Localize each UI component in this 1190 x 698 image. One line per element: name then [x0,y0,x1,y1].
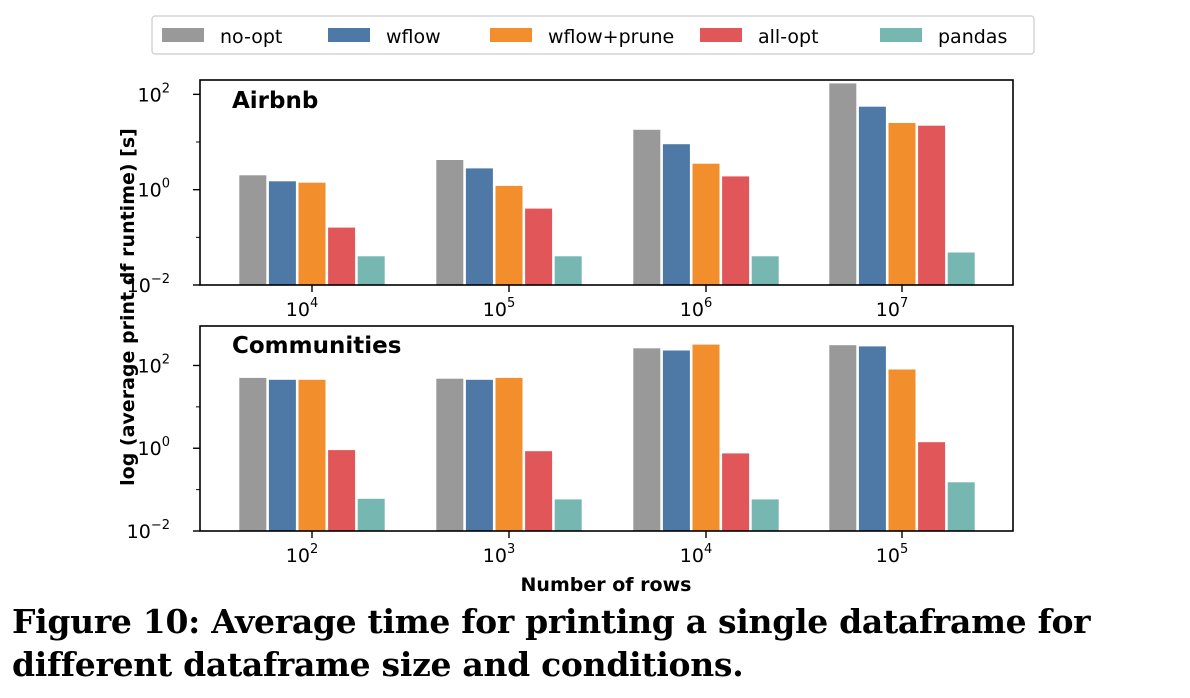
bar-all-opt-10^6 [722,176,750,285]
y-tick-label--2: 10−2 [127,272,170,297]
bar-wflow+prune-10^3 [495,377,523,531]
panel-title: Airbnb [232,88,318,114]
figure: no-opt wflow wflow+prune all-opt pandas Airb… [117,15,1035,596]
bar-all-opt-10^5 [525,208,553,285]
legend: no-opt wflow wflow+prune all-opt pandas [151,15,1035,55]
bar-wflow-10^7 [858,106,886,285]
legend-swatch-pandas [880,28,922,42]
bar-wflow-10^4 [268,181,296,285]
x-tick-label-10^7: 107 [876,296,908,321]
bar-wflow-10^2 [268,379,296,531]
figure-caption: Figure 10: Average time for printing a s… [12,602,1091,684]
bar-pandas-10^4 [751,499,779,531]
y-tick-label-0: 100 [138,177,170,202]
y-axis-label: log (average print df runtime) [s] [117,128,139,486]
y-tick-label--2: 10−2 [127,518,170,543]
plot-frame [199,79,1014,286]
bar-pandas-10^6 [751,256,779,285]
x-tick-label-10^5: 105 [483,296,515,321]
bar-wflow+prune-10^4 [298,182,326,285]
y-tick-label-2: 102 [138,81,170,106]
x-tick-label-10^5: 105 [876,542,908,567]
bar-wflow+prune-10^4 [692,344,720,531]
bar-no-opt-10^4 [239,175,267,285]
bar-no-opt-10^4 [633,348,661,531]
legend-swatch-wflow [328,28,370,42]
bar-pandas-10^2 [357,498,385,531]
bar-no-opt-10^5 [436,160,464,285]
bar-all-opt-10^7 [918,125,946,285]
bar-wflow+prune-10^5 [495,185,523,285]
bar-pandas-10^5 [947,482,975,531]
bar-all-opt-10^4 [328,227,356,285]
bar-all-opt-10^4 [722,453,750,531]
bar-pandas-10^5 [554,256,582,285]
bar-wflow+prune-10^6 [692,163,720,285]
bar-no-opt-10^3 [436,378,464,531]
x-tick-label-10^6: 106 [680,296,712,321]
bar-wflow-10^6 [662,144,690,285]
bar-all-opt-10^5 [918,442,946,531]
panel-communities: Communities 10−2 100 102 102 103 104 105 [127,325,1014,567]
legend-label-wflow: wflow [386,26,441,48]
bar-no-opt-10^6 [633,129,661,285]
legend-label-all-opt: all-opt [758,26,819,48]
bar-no-opt-10^2 [239,377,267,531]
legend-swatch-no-opt [162,28,204,42]
x-tick-label-10^4: 104 [680,542,712,567]
legend-frame [151,15,1035,55]
bar-wflow+prune-10^2 [298,379,326,531]
y-tick-label-2: 102 [138,352,170,377]
bar-pandas-10^4 [357,256,385,285]
bar-wflow-10^3 [465,379,493,531]
x-axis-label: Number of rows [521,574,692,596]
legend-label-pandas: pandas [938,26,1007,48]
legend-label-no-opt: no-opt [220,26,282,48]
bar-no-opt-10^7 [829,83,857,286]
x-tick-label-10^4: 104 [286,296,318,321]
panel-title: Communities [232,333,401,359]
bar-pandas-10^3 [554,499,582,531]
legend-swatch-wflow+prune [490,28,532,42]
bar-wflow-10^5 [858,346,886,531]
x-tick-label-10^3: 103 [483,542,515,567]
bar-wflow-10^5 [465,168,493,285]
plot-frame [199,325,1014,532]
bar-wflow-10^4 [662,350,690,531]
x-tick-label-10^2: 102 [286,542,318,567]
bar-wflow+prune-10^5 [888,369,916,531]
legend-swatch-all-opt [700,28,742,42]
bar-all-opt-10^3 [525,451,553,531]
panel-airbnb: Airbnb 10−2 100 102 104 105 106 107 [127,79,1014,321]
bar-wflow+prune-10^7 [888,123,916,285]
legend-label-wflow+prune: wflow+prune [548,26,674,48]
y-tick-label-0: 100 [138,435,170,460]
bar-pandas-10^7 [947,252,975,285]
bar-all-opt-10^2 [328,450,356,531]
bar-no-opt-10^5 [829,345,857,531]
